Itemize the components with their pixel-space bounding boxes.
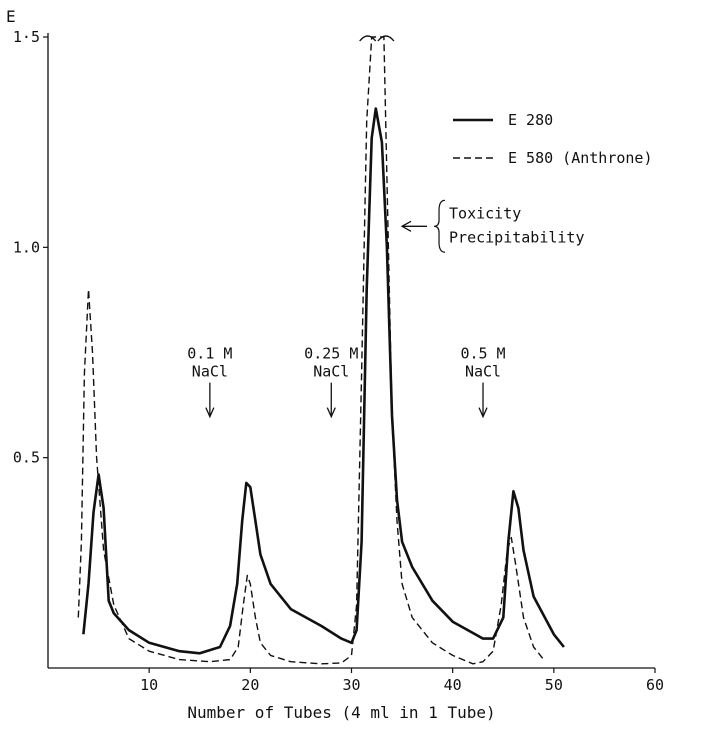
x-tick-label: 50 (545, 676, 563, 694)
nacl-label: NaCl (192, 363, 228, 381)
y-tick-label: 1·5 (13, 28, 40, 46)
x-tick-label: 60 (646, 676, 664, 694)
nacl-arrowhead (326, 407, 336, 419)
nacl-label: 0.5 M (460, 345, 505, 363)
peak-note-label: Precipitability (449, 228, 584, 246)
nacl-label: 0.1 M (187, 345, 232, 363)
nacl-label: 0.25 M (304, 345, 358, 363)
legend: E 280 E 580 (Anthrone) (453, 111, 653, 167)
x-tick-label: 20 (241, 676, 259, 694)
legend-label: E 280 (508, 111, 553, 129)
series-layer (77, 35, 565, 665)
peak-note-arrowhead (400, 220, 412, 232)
nacl-arrowhead (478, 407, 488, 419)
ticks: 10 20 30 40 50 60 0.5 1.0 1·5 (13, 28, 664, 694)
x-tick-label: 10 (140, 676, 158, 694)
nacl-arrowhead (205, 407, 215, 419)
x-axis-label: Number of Tubes (4 ml in 1 Tube) (187, 703, 495, 722)
y-axis-label: E (6, 7, 16, 26)
x-tick-label: 40 (444, 676, 462, 694)
peak-note-brace (433, 199, 446, 253)
peak-note-label: Toxicity (449, 204, 521, 222)
nacl-label: NaCl (313, 363, 349, 381)
y-tick-label: 1.0 (13, 238, 40, 256)
nacl-label: NaCl (465, 363, 501, 381)
x-tick-label: 30 (342, 676, 360, 694)
series-line-e280 (82, 107, 565, 655)
legend-label: E 580 (Anthrone) (508, 149, 653, 167)
y-tick-label: 0.5 (13, 449, 40, 467)
off-scale-peak-cap (359, 35, 395, 42)
